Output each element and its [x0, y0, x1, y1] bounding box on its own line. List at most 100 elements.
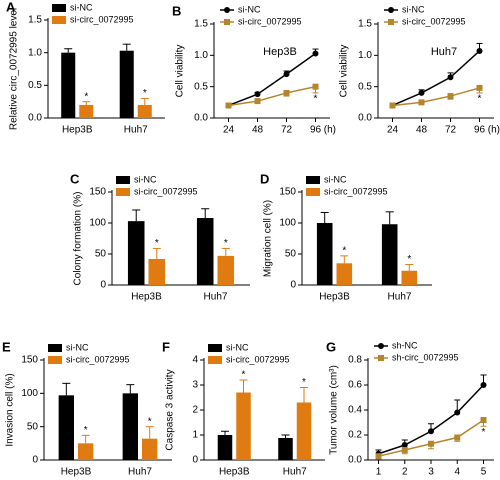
marker [454, 434, 461, 441]
legend-label: si-circ_0072995 [226, 354, 290, 364]
marker [401, 442, 408, 448]
series-line [228, 85, 316, 107]
bar [137, 104, 152, 118]
y-tick-label: 150 [21, 355, 38, 366]
legend-label: si-circ_0072995 [324, 186, 388, 196]
legend-swatch [306, 188, 320, 196]
y-tick-label: 0.0 [358, 113, 372, 124]
marker [312, 83, 319, 90]
y-axis-label: Cell viability [339, 45, 350, 98]
y-axis-label: Caspase 3 activity [165, 369, 176, 450]
marker [312, 50, 319, 57]
y-tick-label: 0 [192, 455, 198, 466]
significance: * [224, 238, 228, 249]
bar [78, 443, 94, 460]
bar [278, 438, 293, 460]
marker [401, 447, 408, 453]
panel-letter: A [6, 0, 16, 14]
legend-label: si-circ_0072995 [134, 186, 198, 196]
y-tick-label: 0 [32, 455, 38, 466]
marker [389, 102, 396, 109]
significance: * [148, 416, 152, 427]
y-axis-label: Relative circ_0072995 level [9, 8, 20, 130]
marker [225, 102, 232, 109]
marker [283, 89, 290, 96]
x-tick-label: 48 [416, 125, 428, 136]
marker [283, 71, 290, 78]
y-tick-label: 0.5 [28, 80, 42, 91]
series-line [392, 50, 481, 107]
y-axis-label: Invasion cell (%) [5, 373, 16, 446]
x-tick-label: 24 [223, 125, 235, 136]
marker [480, 417, 487, 423]
bar [61, 52, 76, 118]
bar [79, 104, 94, 118]
bar [148, 258, 166, 285]
y-tick-label: 3 [192, 380, 198, 391]
legend-label: si-circ_0072995 [66, 354, 130, 364]
y-tick-label: 50 [95, 249, 107, 260]
marker [418, 99, 425, 106]
legend-swatch [208, 344, 222, 352]
significance: * [84, 425, 88, 436]
x-tick-label: 72 [445, 125, 457, 136]
x-tick-label: Huh7 [283, 467, 307, 478]
x-axis-label: (h) [488, 125, 500, 136]
y-tick-label: 100 [21, 388, 38, 399]
legend-label: si-NC [66, 342, 89, 352]
bar [401, 270, 418, 285]
y-tick-label: 0.6 [348, 380, 362, 391]
marker [428, 440, 434, 447]
marker [254, 91, 261, 98]
y-tick-label: 0.8 [348, 355, 362, 366]
significance: * [302, 377, 306, 388]
panel-letter: E [2, 339, 11, 354]
x-tick-label: 48 [252, 125, 264, 136]
legend-label: si-NC [226, 342, 249, 352]
significance: * [84, 91, 88, 102]
marker [418, 89, 425, 96]
panel-letter: F [162, 339, 170, 354]
y-tick-label: 0 [100, 280, 106, 291]
y-tick-label: 50 [285, 249, 297, 260]
panel-letter: B [172, 3, 181, 18]
y-tick-label: 4 [192, 355, 198, 366]
legend-swatch [48, 356, 62, 364]
bar [336, 263, 353, 285]
marker [447, 74, 454, 81]
y-tick-label: 1 [192, 430, 198, 441]
bar [142, 438, 158, 460]
y-tick-label: 0.0 [28, 113, 42, 124]
x-tick-label: 2 [402, 467, 408, 478]
y-tick-label: 0.0 [348, 455, 362, 466]
marker [480, 382, 487, 388]
legend-marker [224, 19, 230, 25]
x-tick-label: 96 [474, 125, 486, 136]
legend-label: sh-circ_0072995 [392, 352, 459, 362]
marker [375, 453, 382, 460]
marker [454, 409, 461, 416]
bar [122, 393, 138, 460]
y-tick-label: 0.5 [358, 81, 372, 92]
legend-swatch [52, 4, 66, 12]
bar [236, 392, 251, 460]
x-tick-label: Hep3B [62, 125, 93, 136]
y-tick-label: 1.5 [358, 19, 372, 30]
y-tick-label: 1.5 [28, 15, 42, 26]
x-tick-label: 3 [428, 467, 434, 478]
x-tick-label: Huh7 [128, 467, 152, 478]
series-line [392, 87, 480, 107]
x-axis-label: (h) [324, 125, 336, 136]
bar [119, 50, 134, 118]
significance: * [155, 238, 159, 249]
bar [217, 255, 235, 285]
bar [381, 224, 398, 285]
significance: * [314, 94, 318, 105]
y-tick-label: 1.0 [28, 47, 42, 58]
bar [127, 221, 145, 285]
series-line [228, 52, 316, 107]
legend-label: si-NC [70, 2, 93, 12]
legend-swatch [306, 176, 320, 184]
bar [316, 223, 333, 285]
x-tick-label: Hep3B [319, 292, 350, 303]
